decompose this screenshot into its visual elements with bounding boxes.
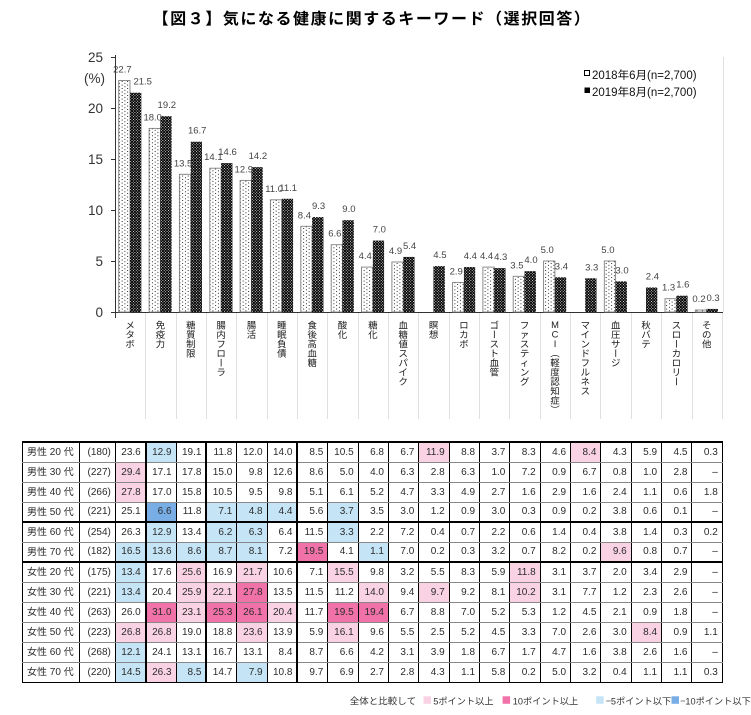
svg-text:60: 60 (50, 647, 62, 658)
svg-text:40: 40 (50, 607, 62, 618)
svg-text:2.4: 2.4 (646, 272, 659, 283)
svg-text:7.0: 7.0 (373, 225, 386, 236)
svg-text:10: 10 (685, 696, 695, 706)
svg-text:50: 50 (50, 507, 62, 518)
svg-text:30: 30 (50, 587, 62, 598)
svg-text:5.4: 5.4 (403, 241, 416, 252)
svg-text:4.3: 4.3 (494, 252, 507, 263)
svg-text:22.7: 22.7 (113, 65, 132, 76)
svg-text:70: 70 (50, 547, 62, 558)
svg-text:60: 60 (50, 527, 62, 538)
svg-text:10: 10 (513, 696, 523, 706)
svg-text:20: 20 (88, 101, 103, 116)
svg-text:1.6: 1.6 (676, 280, 689, 291)
svg-text:15: 15 (88, 152, 103, 167)
svg-text:0.2: 0.2 (692, 294, 705, 305)
svg-text:2.9: 2.9 (450, 266, 463, 277)
svg-text:4.9: 4.9 (389, 246, 402, 257)
svg-text:8: 8 (629, 87, 635, 99)
svg-text:5: 5 (611, 696, 616, 706)
svg-text:11.1: 11.1 (279, 183, 297, 194)
svg-text:(n=2,700): (n=2,700) (647, 70, 697, 82)
svg-text:25: 25 (88, 50, 103, 65)
svg-text:11.0: 11.0 (265, 184, 283, 195)
svg-text:14.1: 14.1 (204, 152, 223, 163)
svg-text:1.3: 1.3 (662, 283, 675, 294)
svg-text:6: 6 (629, 70, 635, 82)
svg-text:50: 50 (50, 627, 62, 638)
svg-text:(n=2,700): (n=2,700) (647, 87, 697, 99)
svg-text:9.3: 9.3 (312, 201, 325, 212)
svg-text:4.5: 4.5 (433, 250, 446, 261)
svg-text:C: C (552, 328, 559, 339)
svg-text:4.0: 4.0 (524, 255, 537, 266)
svg-text:18.0: 18.0 (143, 112, 162, 123)
svg-text:14.2: 14.2 (249, 151, 268, 162)
svg-text:14.6: 14.6 (218, 147, 237, 158)
svg-text:70: 70 (50, 667, 62, 678)
svg-text:16.7: 16.7 (188, 126, 207, 137)
svg-text:9.0: 9.0 (342, 204, 355, 215)
svg-text:4.4: 4.4 (480, 251, 493, 262)
svg-text:20: 20 (50, 447, 62, 458)
svg-text:2018: 2018 (592, 70, 618, 82)
svg-text:12.9: 12.9 (235, 164, 254, 175)
svg-text:5: 5 (433, 696, 438, 706)
svg-text:0: 0 (95, 305, 103, 320)
svg-text:6.6: 6.6 (328, 229, 341, 240)
svg-text:5: 5 (95, 254, 103, 269)
svg-text:40: 40 (50, 487, 62, 498)
svg-text:2019: 2019 (592, 87, 618, 99)
svg-text:3.0: 3.0 (615, 265, 628, 276)
svg-text:3.5: 3.5 (510, 260, 523, 271)
svg-text:M: M (551, 319, 559, 330)
svg-text:8.4: 8.4 (298, 210, 311, 221)
svg-text:10: 10 (88, 203, 103, 218)
svg-text:13.5: 13.5 (174, 158, 193, 169)
svg-text:I: I (554, 338, 557, 349)
svg-text:0.3: 0.3 (706, 293, 719, 304)
svg-text:4.4: 4.4 (464, 251, 477, 262)
svg-text:3.3: 3.3 (585, 262, 598, 273)
svg-text:(%): (%) (84, 71, 105, 86)
svg-text:5.0: 5.0 (541, 245, 554, 256)
svg-text:20: 20 (50, 567, 62, 578)
svg-text:5.0: 5.0 (601, 245, 614, 256)
svg-text:30: 30 (50, 467, 62, 478)
svg-text:4.4: 4.4 (359, 251, 372, 262)
svg-text:3.4: 3.4 (555, 261, 568, 272)
svg-text:19.2: 19.2 (158, 100, 177, 111)
svg-text:21.5: 21.5 (133, 77, 152, 88)
